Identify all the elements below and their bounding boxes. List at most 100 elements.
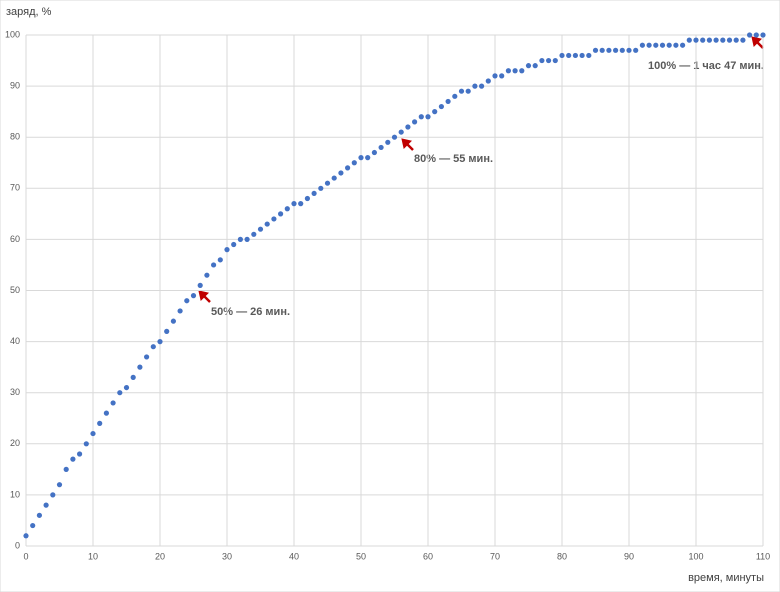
point [505, 68, 511, 74]
point [673, 42, 679, 48]
point [472, 83, 478, 89]
point [77, 451, 83, 457]
point [197, 282, 203, 288]
arrowhead [198, 290, 209, 301]
x-tick-label: 50 [356, 551, 366, 561]
point [720, 37, 726, 43]
x-tick-label: 70 [490, 551, 500, 561]
point [43, 502, 49, 508]
point [425, 114, 431, 120]
point [103, 410, 109, 416]
point [110, 400, 116, 406]
point [338, 170, 344, 176]
x-tick-label: 80 [557, 551, 567, 561]
point [626, 47, 632, 53]
point [700, 37, 706, 43]
point [613, 47, 619, 53]
point [579, 52, 585, 59]
point [244, 236, 250, 242]
point [150, 344, 156, 350]
point [184, 298, 190, 304]
y-tick-label: 70 [10, 183, 20, 193]
point [117, 390, 123, 396]
point [519, 68, 525, 74]
point [36, 512, 43, 518]
point [566, 52, 572, 59]
y-tick-label: 50 [10, 285, 20, 295]
arrowhead [751, 36, 762, 47]
y-tick-label: 20 [10, 438, 20, 448]
point [177, 308, 183, 314]
point [706, 37, 713, 43]
x-tick-label: 0 [23, 551, 28, 561]
x-tick-label: 30 [222, 551, 232, 561]
point [659, 42, 666, 48]
point [211, 262, 217, 268]
y-tick-label: 30 [10, 387, 20, 397]
point [351, 160, 357, 166]
point [97, 420, 103, 426]
point [345, 165, 351, 171]
point [130, 374, 136, 380]
point [572, 52, 579, 59]
y-tick-label: 80 [10, 132, 20, 142]
arrows [198, 36, 764, 303]
point [204, 272, 210, 278]
x-axis-label: время, минуты [688, 572, 764, 584]
point [298, 201, 304, 207]
point [157, 339, 163, 345]
point [653, 42, 659, 48]
point [693, 37, 699, 43]
point [137, 364, 143, 370]
point [412, 119, 418, 125]
point [499, 73, 505, 79]
point [385, 139, 391, 145]
point [365, 155, 371, 161]
point [371, 149, 377, 156]
point [70, 456, 76, 462]
point [224, 247, 230, 253]
point [753, 32, 759, 38]
point [217, 257, 223, 263]
point [30, 522, 36, 529]
point [747, 32, 753, 38]
point [324, 180, 331, 186]
y-tick-label: 40 [10, 336, 20, 346]
point [391, 134, 398, 140]
point [666, 42, 672, 48]
y-axis-label: заряд, % [6, 6, 52, 18]
point [398, 129, 404, 135]
point [760, 32, 766, 38]
point [599, 47, 605, 53]
x-tick-label: 100 [688, 551, 703, 561]
point [619, 47, 625, 53]
point [311, 190, 317, 197]
point [546, 57, 552, 64]
point [606, 47, 612, 53]
point [318, 185, 324, 191]
annotation: 100% — 1 час 47 мин. [648, 60, 764, 72]
point [539, 57, 545, 64]
point [123, 384, 130, 391]
point [378, 144, 384, 151]
point [164, 328, 170, 334]
point [740, 37, 746, 43]
point [284, 206, 290, 212]
point [592, 47, 599, 53]
point [264, 221, 270, 227]
point [251, 231, 257, 237]
point [733, 37, 739, 43]
point [559, 52, 565, 59]
point [458, 88, 465, 94]
point [418, 114, 424, 120]
point [278, 211, 284, 217]
point [63, 466, 69, 472]
point [83, 441, 89, 447]
point [646, 42, 652, 48]
annotation: 80% — 55 мин. [414, 153, 493, 165]
y-tick-label: 10 [10, 489, 20, 499]
point [432, 109, 438, 115]
point [358, 155, 364, 161]
point [686, 37, 692, 43]
